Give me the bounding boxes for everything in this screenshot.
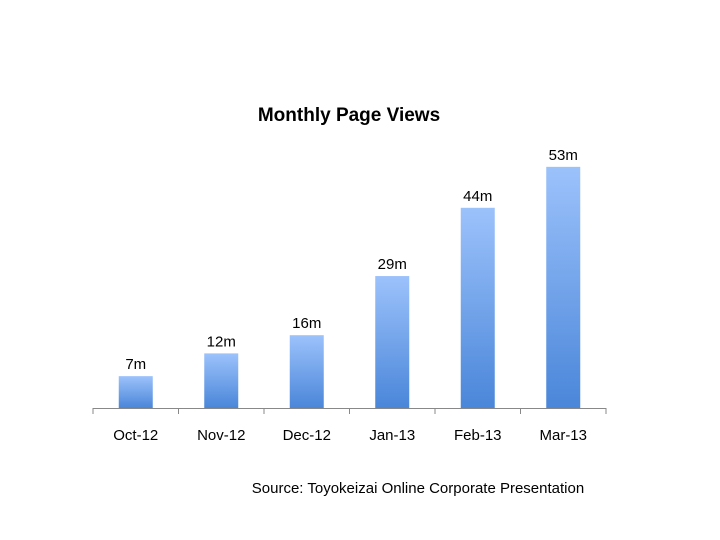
- bar-mar-13: [546, 166, 581, 408]
- x-tick-label: Oct-12: [113, 427, 158, 444]
- x-axis-ticks: [92, 408, 607, 414]
- data-label: 12m: [207, 333, 236, 350]
- data-label: 44m: [463, 188, 492, 205]
- data-label: 53m: [549, 147, 578, 164]
- x-axis-tick-labels: Oct-12 Nov-12 Dec-12 Jan-13 Feb-13 Mar-13: [113, 427, 587, 444]
- data-label: 16m: [292, 315, 321, 332]
- bar-feb-13: [460, 207, 495, 408]
- x-tick-label: Feb-13: [454, 427, 502, 444]
- x-tick-label: Dec-12: [283, 427, 331, 444]
- data-label: 29m: [378, 256, 407, 273]
- source-note: Source: Toyokeizai Online Corporate Pres…: [252, 480, 584, 497]
- x-tick-label: Nov-12: [197, 427, 245, 444]
- data-labels-group: 7m 12m 16m 29m 44m 53m: [125, 147, 578, 373]
- bar-nov-12: [204, 353, 239, 408]
- bar-jan-13: [375, 276, 410, 408]
- data-label: 7m: [125, 356, 146, 373]
- x-tick-label: Mar-13: [539, 427, 587, 444]
- chart-title: Monthly Page Views: [258, 105, 440, 126]
- bar-oct-12: [118, 376, 153, 408]
- bars-group: [118, 166, 581, 408]
- bar-dec-12: [289, 335, 324, 408]
- x-tick-label: Jan-13: [369, 427, 415, 444]
